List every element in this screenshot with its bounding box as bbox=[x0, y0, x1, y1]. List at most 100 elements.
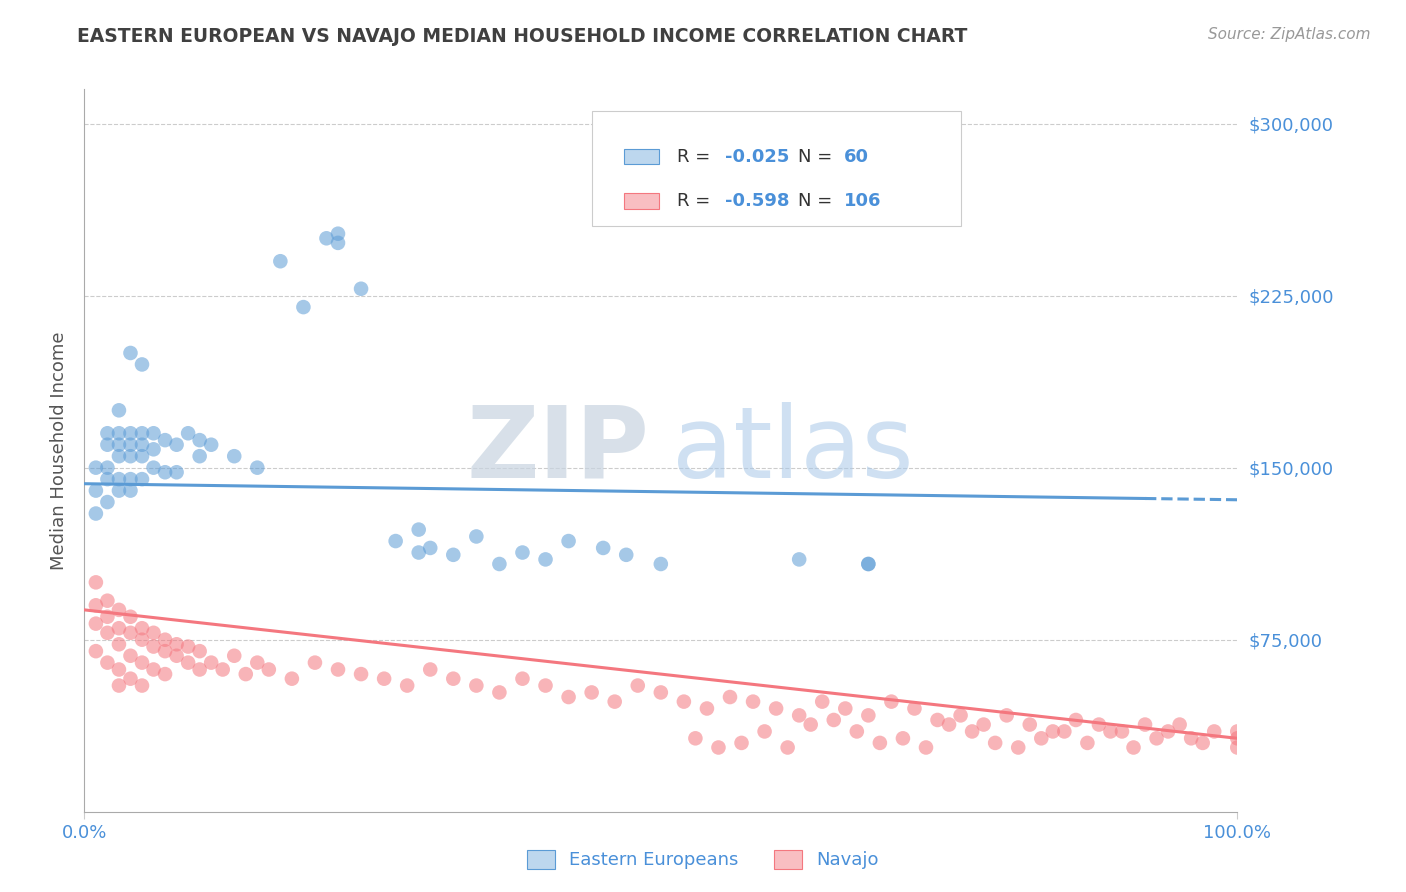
Point bbox=[373, 672, 395, 686]
Point bbox=[108, 403, 131, 417]
Text: 60: 60 bbox=[844, 147, 869, 166]
Text: N =: N = bbox=[797, 192, 838, 210]
Text: -0.598: -0.598 bbox=[725, 192, 790, 210]
Point bbox=[1180, 731, 1202, 746]
Point bbox=[845, 724, 868, 739]
Point bbox=[384, 534, 406, 549]
Point bbox=[131, 449, 153, 463]
Point bbox=[730, 736, 752, 750]
Point bbox=[84, 616, 107, 631]
Point bbox=[742, 695, 765, 709]
Point bbox=[800, 717, 823, 731]
Point bbox=[488, 685, 510, 699]
Point bbox=[120, 346, 142, 360]
Point bbox=[650, 685, 672, 699]
Point bbox=[350, 282, 373, 296]
Point bbox=[696, 701, 718, 715]
Point bbox=[1122, 740, 1144, 755]
Point bbox=[131, 632, 153, 647]
Text: atlas: atlas bbox=[672, 402, 914, 499]
Point bbox=[1076, 736, 1098, 750]
Text: -0.025: -0.025 bbox=[725, 147, 790, 166]
Point bbox=[326, 227, 349, 241]
Point bbox=[1099, 724, 1122, 739]
Point bbox=[131, 438, 153, 452]
Point bbox=[581, 685, 603, 699]
Point bbox=[166, 637, 188, 651]
Point bbox=[120, 609, 142, 624]
Point bbox=[153, 433, 176, 447]
Point bbox=[441, 672, 464, 686]
Point bbox=[776, 740, 799, 755]
Text: N =: N = bbox=[797, 147, 838, 166]
Point bbox=[488, 557, 510, 571]
Point bbox=[142, 625, 165, 640]
Point bbox=[1064, 713, 1087, 727]
Point bbox=[557, 534, 579, 549]
Point bbox=[592, 541, 614, 555]
Point bbox=[1007, 740, 1029, 755]
Point bbox=[131, 656, 153, 670]
Point bbox=[650, 557, 672, 571]
Point bbox=[408, 523, 430, 537]
Point bbox=[869, 736, 891, 750]
Point bbox=[153, 465, 176, 479]
Point bbox=[326, 663, 349, 677]
Point bbox=[177, 426, 200, 441]
Point bbox=[142, 663, 165, 677]
Point bbox=[858, 708, 880, 723]
Point bbox=[108, 449, 131, 463]
Point bbox=[281, 672, 304, 686]
Point bbox=[108, 679, 131, 693]
Point bbox=[120, 449, 142, 463]
Point bbox=[108, 472, 131, 486]
Point bbox=[326, 235, 349, 250]
Point bbox=[1191, 736, 1213, 750]
Point bbox=[1133, 717, 1156, 731]
Point bbox=[292, 300, 315, 314]
Text: Source: ZipAtlas.com: Source: ZipAtlas.com bbox=[1208, 27, 1371, 42]
Text: 106: 106 bbox=[844, 192, 882, 210]
Point bbox=[108, 663, 131, 677]
Point bbox=[96, 495, 118, 509]
Point bbox=[108, 483, 131, 498]
Point bbox=[512, 545, 534, 559]
Point bbox=[177, 656, 200, 670]
Point bbox=[811, 695, 834, 709]
Point bbox=[350, 667, 373, 681]
Point bbox=[465, 529, 488, 543]
Point bbox=[938, 717, 960, 731]
Point bbox=[1042, 724, 1064, 739]
Point bbox=[787, 552, 810, 566]
Point bbox=[120, 426, 142, 441]
Point bbox=[108, 637, 131, 651]
Point bbox=[166, 465, 188, 479]
Point bbox=[927, 713, 949, 727]
Point bbox=[1157, 724, 1180, 739]
Point bbox=[1018, 717, 1040, 731]
Point bbox=[84, 483, 107, 498]
Point bbox=[96, 609, 118, 624]
Point bbox=[1031, 731, 1053, 746]
Point bbox=[120, 648, 142, 663]
Point bbox=[131, 621, 153, 635]
Point bbox=[858, 557, 880, 571]
Point bbox=[995, 708, 1018, 723]
Point bbox=[534, 552, 557, 566]
Text: R =: R = bbox=[676, 147, 716, 166]
Point bbox=[96, 438, 118, 452]
Point bbox=[858, 557, 880, 571]
Point bbox=[419, 541, 441, 555]
Point bbox=[754, 724, 776, 739]
Point bbox=[1088, 717, 1111, 731]
Point bbox=[224, 449, 246, 463]
Point bbox=[153, 644, 176, 658]
Point bbox=[718, 690, 741, 704]
Point bbox=[188, 644, 211, 658]
Point bbox=[120, 472, 142, 486]
Point bbox=[672, 695, 695, 709]
Point bbox=[120, 483, 142, 498]
Point bbox=[1204, 724, 1226, 739]
Point bbox=[787, 708, 810, 723]
Point bbox=[984, 736, 1007, 750]
